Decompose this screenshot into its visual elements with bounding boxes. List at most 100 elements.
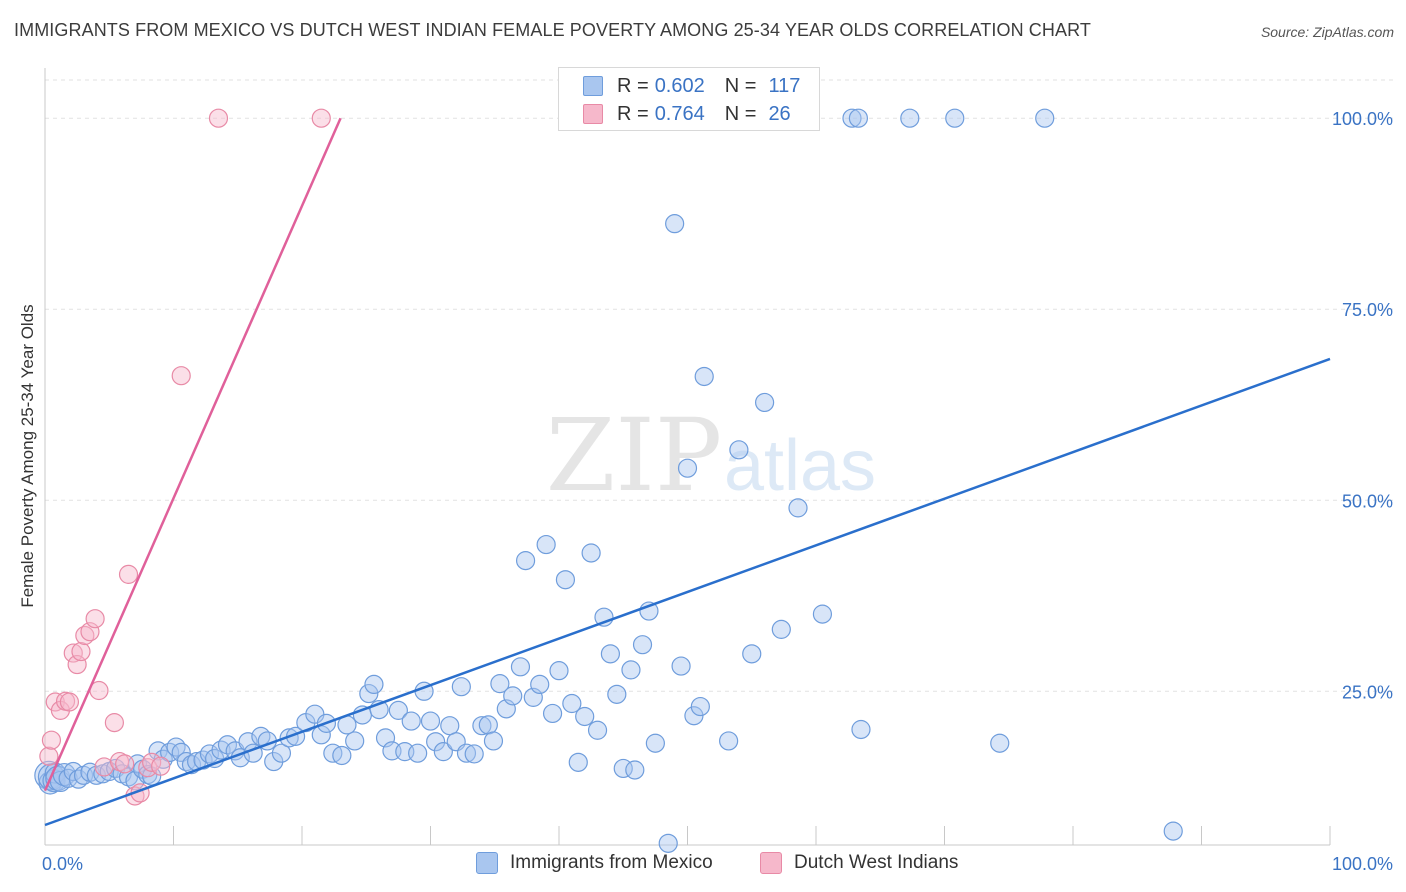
- mexico-point: [900, 108, 920, 128]
- legend-swatch-mexico: [476, 852, 498, 874]
- mexico-point: [555, 570, 576, 590]
- y-tick-label: 75.0%: [1342, 300, 1393, 320]
- dutch-point: [75, 625, 95, 646]
- legend-label-mexico: Immigrants from Mexico: [510, 852, 713, 873]
- mexico-point: [719, 731, 739, 751]
- mexico-point: [848, 108, 869, 128]
- x-tick-label: 100.0%: [1332, 854, 1393, 874]
- r-value: 0.602: [654, 74, 705, 97]
- mexico-point: [625, 760, 645, 780]
- mexico-point: [271, 743, 292, 763]
- dutch-point: [63, 643, 83, 663]
- mexico-point: [990, 733, 1010, 753]
- mexico-point: [510, 657, 531, 677]
- mexico-point: [1035, 108, 1055, 128]
- series-legend: Immigrants from Mexico Dutch West Indian…: [0, 852, 1406, 878]
- dutch-point: [85, 609, 105, 629]
- mexico-point: [581, 543, 601, 563]
- dutch-point: [94, 757, 114, 777]
- mexico-point: [530, 674, 550, 695]
- legend-swatch-mexico: [583, 76, 603, 96]
- mexico-point: [788, 498, 808, 518]
- mexico-point: [364, 674, 384, 695]
- n-value: 117: [768, 74, 801, 97]
- mexico-point: [171, 742, 191, 763]
- mexico-point: [472, 716, 492, 736]
- x-tick-label: 0.0%: [42, 854, 83, 874]
- y-tick-label: 25.0%: [1342, 682, 1393, 702]
- mexico-trendline: [44, 357, 1331, 827]
- mexico-point: [433, 742, 453, 762]
- mexico-point: [671, 656, 691, 676]
- mexico-point: [503, 686, 523, 706]
- mexico-point: [68, 769, 89, 789]
- mexico-point: [451, 677, 471, 697]
- legend-swatch-dutch: [760, 852, 782, 874]
- mexico-point: [217, 735, 238, 755]
- mexico-point: [575, 706, 595, 727]
- mexico-point: [677, 458, 698, 478]
- mexico-point: [632, 635, 653, 655]
- watermark-atlas: atlas: [724, 426, 876, 506]
- mexico-point: [440, 716, 460, 736]
- dutch-point: [104, 713, 124, 733]
- mexico-point: [812, 604, 833, 624]
- mexico-point: [542, 703, 563, 724]
- mexico-point: [211, 740, 231, 760]
- dutch-point: [59, 692, 80, 712]
- legend-row-dutch: R = 0.764 N = 26: [583, 101, 791, 127]
- mexico-point: [478, 715, 498, 735]
- dutch-point: [311, 108, 331, 128]
- mexico-point: [665, 214, 685, 234]
- dutch-point: [71, 641, 91, 662]
- mexico-point: [490, 674, 510, 694]
- dutch-point: [118, 564, 139, 584]
- dutch-point: [171, 366, 191, 386]
- mexico-point: [842, 108, 862, 128]
- dutch-point: [115, 754, 135, 774]
- mexico-point: [600, 644, 621, 664]
- legend-label-dutch: Dutch West Indians: [794, 852, 959, 873]
- mexico-point: [160, 742, 180, 763]
- n-label: N =: [724, 102, 757, 125]
- dutch-trendline: [43, 117, 342, 792]
- correlation-legend: R = 0.602 N = 117 R = 0.764 N = 26: [558, 67, 820, 131]
- mexico-point: [851, 719, 871, 740]
- n-label: N =: [724, 74, 757, 97]
- mexico-point: [1163, 821, 1183, 841]
- legend-item-dutch[interactable]: Dutch West Indians: [760, 852, 958, 874]
- mexico-point: [426, 732, 446, 752]
- mexico-point: [607, 684, 627, 704]
- mexico-point: [536, 534, 556, 555]
- n-value: 26: [768, 102, 791, 125]
- r-label: R =: [617, 102, 649, 125]
- legend-swatch-dutch: [583, 104, 603, 124]
- mexico-point: [729, 440, 749, 460]
- mexico-point: [388, 700, 408, 720]
- legend-row-mexico: R = 0.602 N = 117: [583, 73, 801, 99]
- y-tick-label: 100.0%: [1332, 109, 1393, 129]
- mexico-point: [420, 711, 441, 731]
- mexico-point: [694, 366, 714, 387]
- chart-title: IMMIGRANTS FROM MEXICO VS DUTCH WEST IND…: [14, 20, 1091, 40]
- mexico-point: [176, 751, 196, 772]
- y-axis-title: Female Poverty Among 25-34 Year Olds: [18, 304, 37, 608]
- mexico-point: [771, 619, 791, 639]
- watermark-zip: ZIP: [546, 397, 722, 514]
- dutch-point: [39, 746, 59, 766]
- mexico-point: [568, 752, 588, 772]
- mexico-point: [742, 644, 762, 664]
- mexico-point: [456, 743, 477, 763]
- mexico-point: [464, 744, 484, 764]
- mexico-point: [166, 737, 186, 757]
- r-label: R =: [617, 74, 649, 97]
- mexico-point: [621, 660, 641, 680]
- dutch-point: [208, 108, 229, 128]
- mexico-point: [483, 731, 504, 751]
- legend-item-mexico[interactable]: Immigrants from Mexico: [476, 852, 713, 874]
- mexico-point: [408, 743, 428, 763]
- y-tick-label: 50.0%: [1342, 491, 1393, 511]
- mexico-point: [401, 711, 421, 731]
- mexico-point: [658, 833, 678, 853]
